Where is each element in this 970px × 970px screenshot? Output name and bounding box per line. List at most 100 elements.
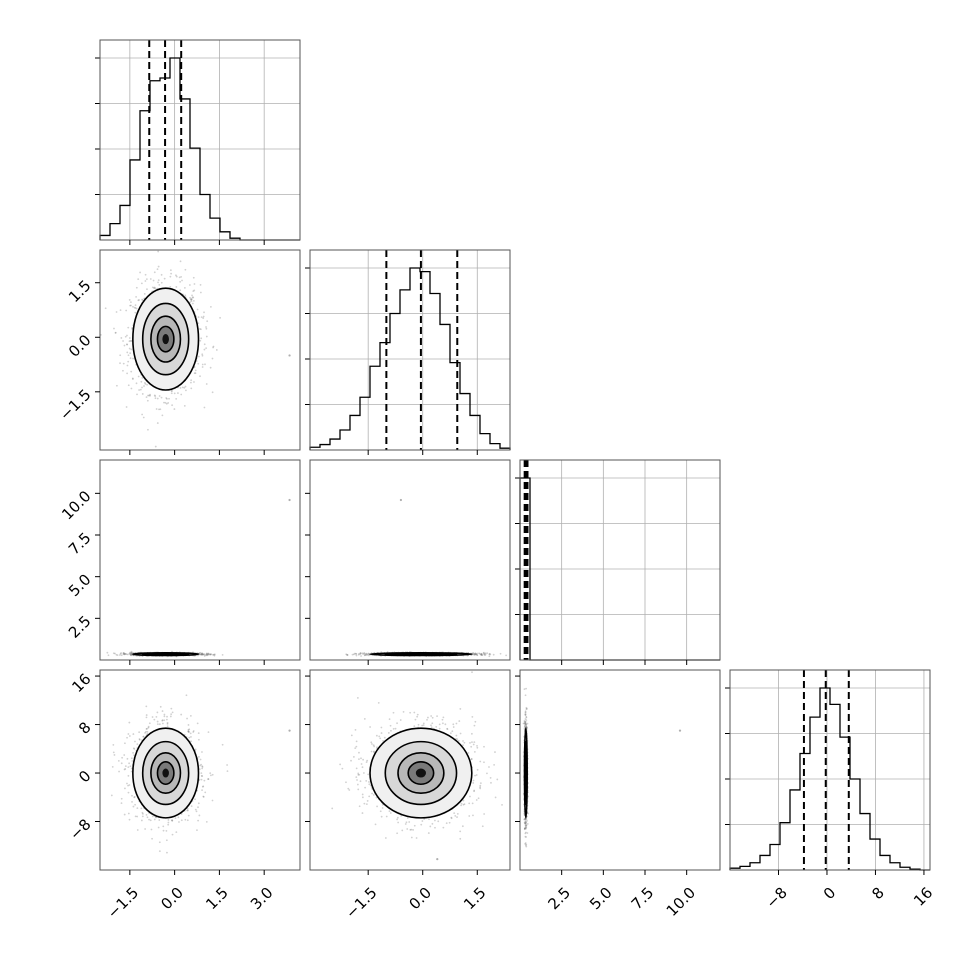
scatter-point [168,397,170,400]
scatter-point [488,653,491,656]
scatter-point [169,269,172,272]
scatter-point [149,819,152,822]
scatter-point [364,654,367,656]
scatter-point [476,654,479,657]
scatter-point [140,380,143,383]
scatter-point [188,284,191,286]
scatter-point [188,728,191,731]
scatter-point [215,349,218,351]
scatter-point [203,653,206,656]
scatter-point [345,653,348,656]
scatter-point [145,278,148,281]
scatter-point [154,397,157,400]
scatter-point [165,397,168,399]
scatter-point [157,281,159,284]
scatter-point [177,392,179,394]
scatter-point [478,652,480,655]
scatter-point [114,331,117,334]
scatter-point [205,652,208,655]
scatter-point [193,283,196,285]
scatter-point [184,268,187,271]
scatter-point [363,652,365,655]
scatter-point [206,320,209,323]
scatter-point [123,652,126,655]
scatter-point [132,805,135,808]
scatter-point [130,654,132,657]
scatter-point [211,357,214,360]
scatter-point [352,653,355,656]
scatter-point [156,422,159,424]
scatter-point [146,727,148,730]
scatter-point [161,710,164,712]
scatter-point [170,392,173,395]
scatter-point [200,653,203,656]
scatter-point [199,651,202,654]
scatter-point [145,396,148,399]
histogram-step [309,267,511,450]
scatter-point [193,372,196,375]
scatter-point [145,813,148,816]
scatter-point [486,652,489,655]
scatter-point [157,279,160,282]
scatter-point [201,354,204,357]
scatter-point [190,298,193,300]
scatter-point [115,384,118,387]
scatter-point [179,289,182,292]
scatter-point [163,719,166,722]
scatter-point [123,768,126,771]
scatter-point [361,652,364,655]
scatter-point [202,653,205,656]
scatter-point [226,764,229,766]
scatter-point [107,654,110,657]
scatter-point [179,260,182,263]
scatter-point [200,328,202,331]
scatter-point [357,653,360,656]
scatter-point [135,295,137,298]
scatter-point [130,652,133,655]
scatter-point [194,372,197,375]
scatter-point [130,653,133,655]
joint-panel-1-0 [99,249,301,451]
scatter-point [119,652,122,655]
scatter-point [128,340,131,343]
scatter-point [196,308,199,311]
scatter-point [184,385,187,388]
scatter-point [189,298,192,301]
scatter-point [137,278,140,281]
panel-frame [309,459,511,661]
scatter-point [113,754,116,756]
scatter-point [138,389,141,391]
scatter-point [169,275,172,278]
panel-frame [99,39,301,241]
scatter-point [151,837,153,840]
scatter-point [158,850,161,853]
scatter-point [135,382,138,385]
scatter-point [202,315,205,318]
scatter-point [192,296,195,299]
scatter-point [209,653,212,656]
scatter-point [194,369,197,372]
scatter-point [145,728,148,730]
scatter-point [130,652,132,655]
scatter-point [138,738,141,741]
scatter-point [127,354,130,357]
scatter-point [161,719,164,722]
scatter-point [203,311,205,314]
scatter-point [480,653,483,656]
scatter-point [125,309,128,312]
scatter-point [473,653,476,655]
scatter-point [367,652,370,655]
scatter-point [153,286,156,289]
scatter-point [141,413,144,416]
scatter-point [476,654,479,656]
scatter-point [114,652,116,655]
scatter-point [209,653,212,656]
scatter-point [146,399,149,402]
scatter-point [126,757,129,760]
scatter-point [201,652,204,655]
scatter-point [476,652,479,655]
scatter-point [127,326,130,329]
scatter-point [346,654,349,656]
scatter-point [192,276,195,279]
scatter-point [122,362,125,365]
